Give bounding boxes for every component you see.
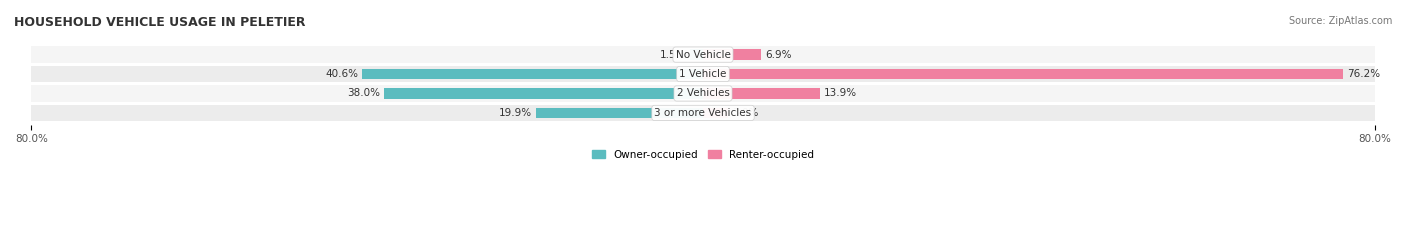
Text: 76.2%: 76.2%: [1347, 69, 1379, 79]
Text: 1 Vehicle: 1 Vehicle: [679, 69, 727, 79]
Bar: [703, 69, 1343, 79]
Text: 3 or more Vehicles: 3 or more Vehicles: [654, 108, 752, 118]
Bar: [363, 69, 703, 79]
Text: 1.5%: 1.5%: [659, 50, 686, 60]
Bar: [703, 108, 728, 118]
Bar: [690, 49, 703, 60]
Text: Source: ZipAtlas.com: Source: ZipAtlas.com: [1288, 16, 1392, 26]
Bar: [31, 105, 1375, 121]
Legend: Owner-occupied, Renter-occupied: Owner-occupied, Renter-occupied: [588, 146, 818, 164]
Text: 38.0%: 38.0%: [347, 89, 380, 99]
Text: 13.9%: 13.9%: [824, 89, 858, 99]
Bar: [536, 108, 703, 118]
Bar: [384, 88, 703, 99]
Bar: [31, 85, 1375, 102]
Text: 3.0%: 3.0%: [733, 108, 759, 118]
Bar: [31, 66, 1375, 82]
Bar: [703, 88, 820, 99]
Text: 19.9%: 19.9%: [499, 108, 531, 118]
Text: 40.6%: 40.6%: [325, 69, 359, 79]
Bar: [31, 46, 1375, 63]
Text: 6.9%: 6.9%: [765, 50, 792, 60]
Text: No Vehicle: No Vehicle: [675, 50, 731, 60]
Text: 2 Vehicles: 2 Vehicles: [676, 89, 730, 99]
Text: HOUSEHOLD VEHICLE USAGE IN PELETIER: HOUSEHOLD VEHICLE USAGE IN PELETIER: [14, 16, 305, 29]
Bar: [703, 49, 761, 60]
